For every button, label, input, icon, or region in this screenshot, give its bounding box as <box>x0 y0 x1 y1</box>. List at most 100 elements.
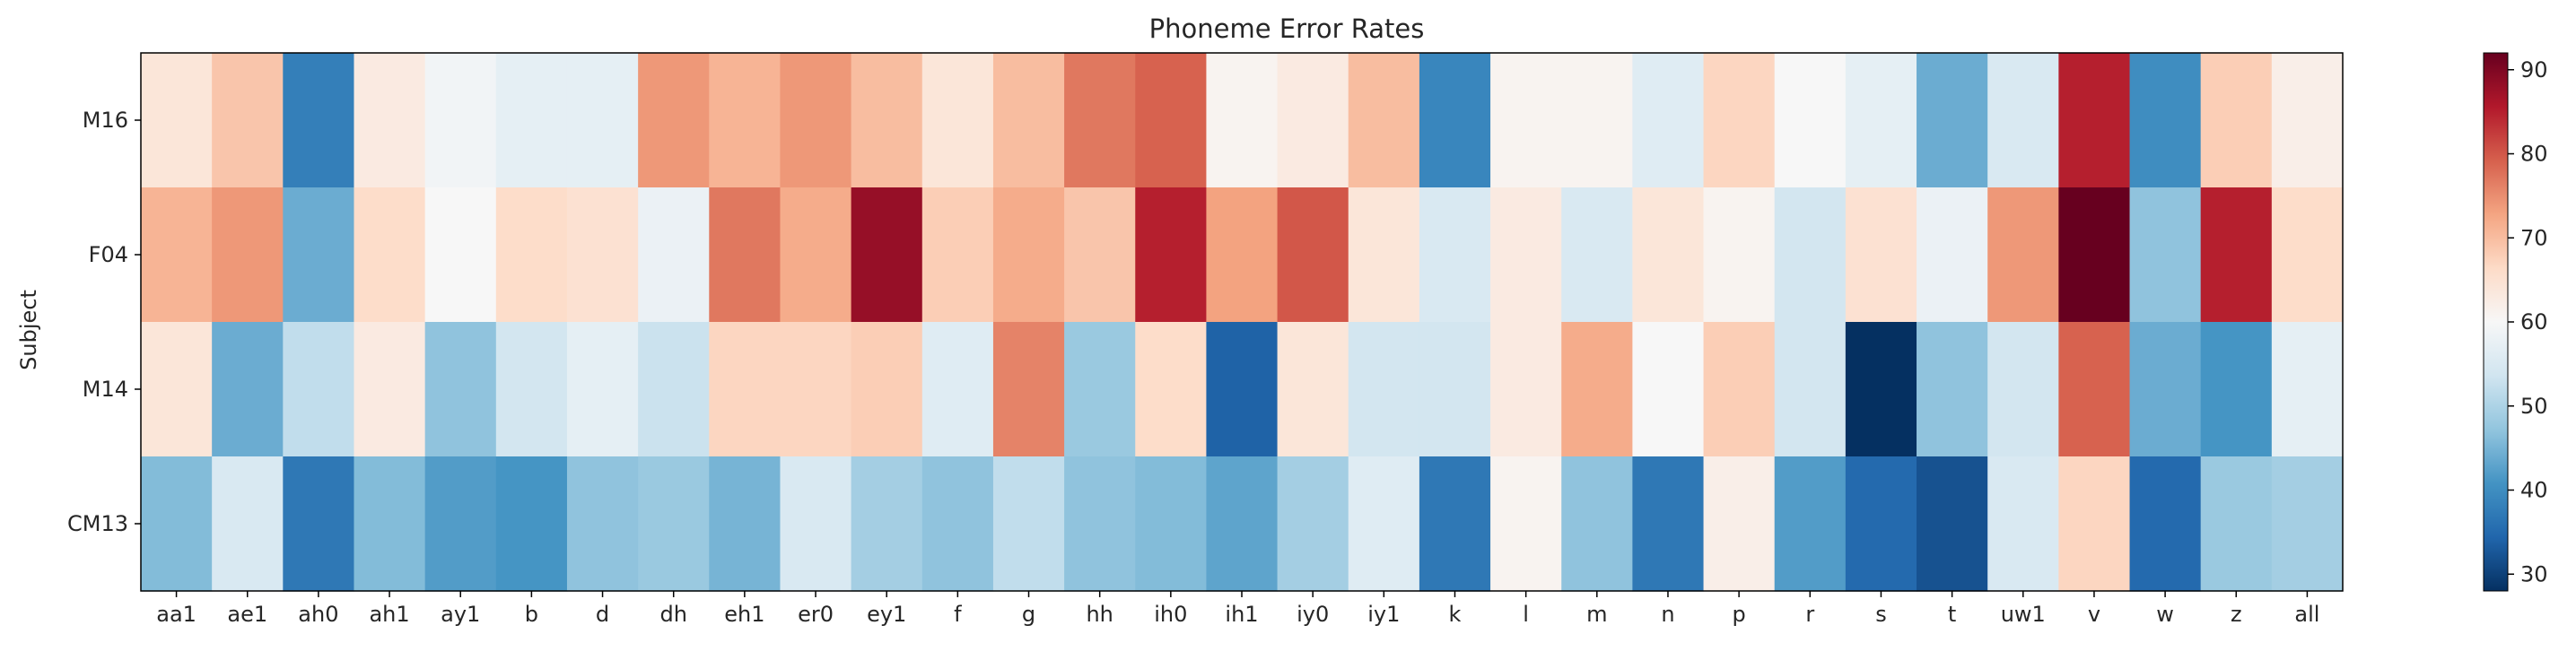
heatmap-cell <box>992 456 1065 592</box>
heatmap-cell <box>851 456 923 592</box>
y-tick-label: M16 <box>83 108 128 133</box>
heatmap-cell <box>2271 53 2344 188</box>
heatmap-cell <box>1206 322 1279 457</box>
heatmap-cell <box>2200 456 2273 592</box>
heatmap-cell <box>212 322 284 457</box>
x-tick-label: ah0 <box>298 602 338 627</box>
heatmap-cell <box>1490 53 1562 188</box>
heatmap-cell <box>1917 456 1988 592</box>
y-axis-label: Subject <box>16 290 41 370</box>
heatmap-cell <box>1419 187 1491 323</box>
colorbar-tick-label: 50 <box>2520 394 2548 419</box>
heatmap-cell <box>1703 456 1776 592</box>
colorbar-tick-label: 80 <box>2520 142 2548 167</box>
heatmap-cell <box>1774 456 1847 592</box>
heatmap-cell <box>1206 456 1279 592</box>
heatmap-cell <box>780 187 852 323</box>
heatmap-cell <box>1206 53 1279 188</box>
heatmap-cell <box>1987 322 2059 457</box>
heatmap-cell <box>851 53 923 188</box>
x-tick-label: g <box>1022 602 1035 627</box>
heatmap-cell <box>1845 456 1917 592</box>
heatmap-cell <box>2129 456 2202 592</box>
heatmap-cell <box>2129 187 2202 323</box>
heatmap-cell <box>1987 53 2059 188</box>
heatmap-cell <box>1703 187 1776 323</box>
heatmap-cell <box>1987 187 2059 323</box>
x-tick-label: uw1 <box>2001 602 2046 627</box>
heatmap-cell <box>1632 187 1705 323</box>
x-tick-label: v <box>2088 602 2100 627</box>
heatmap-cell <box>2271 322 2344 457</box>
heatmap-cell <box>495 53 568 188</box>
heatmap-cell <box>2200 322 2273 457</box>
heatmap-cell <box>1561 456 1633 592</box>
heatmap-cell <box>2200 53 2273 188</box>
heatmap-cell <box>354 322 426 457</box>
heatmap-cell <box>1845 322 1917 457</box>
heatmap-cell <box>2129 53 2202 188</box>
heatmap-cell <box>495 456 568 592</box>
heatmap-cell <box>1561 53 1633 188</box>
heatmap-cell <box>921 456 994 592</box>
heatmap-cell <box>1277 187 1349 323</box>
heatmap-cell <box>424 322 497 457</box>
heatmap-cell <box>1917 187 1988 323</box>
heatmap-cells <box>141 53 2344 592</box>
y-tick-label: CM13 <box>67 511 128 536</box>
x-tick-label: ah1 <box>369 602 409 627</box>
heatmap-cell <box>566 53 639 188</box>
heatmap-cell <box>141 322 213 457</box>
heatmap-cell <box>1277 456 1349 592</box>
heatmap-cell <box>851 322 923 457</box>
x-tick-label: n <box>1661 602 1674 627</box>
heatmap-cell <box>141 187 213 323</box>
heatmap-cell <box>1348 53 1420 188</box>
heatmap-cell <box>1135 322 1208 457</box>
heatmap-cell <box>566 322 639 457</box>
heatmap-cell <box>2058 322 2131 457</box>
heatmap-cell <box>1064 322 1136 457</box>
heatmap-cell <box>2058 456 2131 592</box>
heatmap-cell <box>1490 322 1562 457</box>
heatmap-cell <box>638 53 710 188</box>
heatmap-cell <box>141 53 213 188</box>
colorbar-tick-label: 90 <box>2520 57 2548 82</box>
heatmap-cell <box>638 322 710 457</box>
heatmap-cell <box>354 456 426 592</box>
heatmap-cell <box>921 53 994 188</box>
heatmap-cell <box>1490 456 1562 592</box>
heatmap-cell <box>2129 322 2202 457</box>
heatmap-cell <box>354 187 426 323</box>
x-tick-label: p <box>1733 602 1746 627</box>
x-tick-label: ey1 <box>867 602 906 627</box>
heatmap-cell <box>1987 456 2059 592</box>
x-tick-label: l <box>1523 602 1529 627</box>
heatmap-cell <box>212 456 284 592</box>
heatmap-cell <box>1490 187 1562 323</box>
heatmap-cell <box>424 456 497 592</box>
x-tick-label: k <box>1449 602 1462 627</box>
heatmap-cell <box>1917 322 1988 457</box>
heatmap-cell <box>212 187 284 323</box>
x-tick-label: r <box>1805 602 1814 627</box>
x-tick-label: z <box>2231 602 2242 627</box>
heatmap-cell <box>1348 456 1420 592</box>
heatmap-cell <box>1419 322 1491 457</box>
heatmap-cell <box>566 456 639 592</box>
heatmap-cell <box>283 187 355 323</box>
x-tick-label: b <box>525 602 538 627</box>
heatmap-cell <box>1206 187 1279 323</box>
heatmap-cell <box>1703 322 1776 457</box>
heatmap-cell <box>709 456 782 592</box>
heatmap-cell <box>1064 187 1136 323</box>
heatmap-cell <box>780 53 852 188</box>
x-tick-label: ay1 <box>441 602 480 627</box>
heatmap-cell <box>2200 187 2273 323</box>
heatmap-cell <box>1135 187 1208 323</box>
y-tick-label: F04 <box>89 242 128 267</box>
heatmap-cell <box>709 53 782 188</box>
heatmap-cell <box>283 456 355 592</box>
heatmap-cell <box>2058 187 2131 323</box>
colorbar-tick-label: 70 <box>2520 225 2548 250</box>
